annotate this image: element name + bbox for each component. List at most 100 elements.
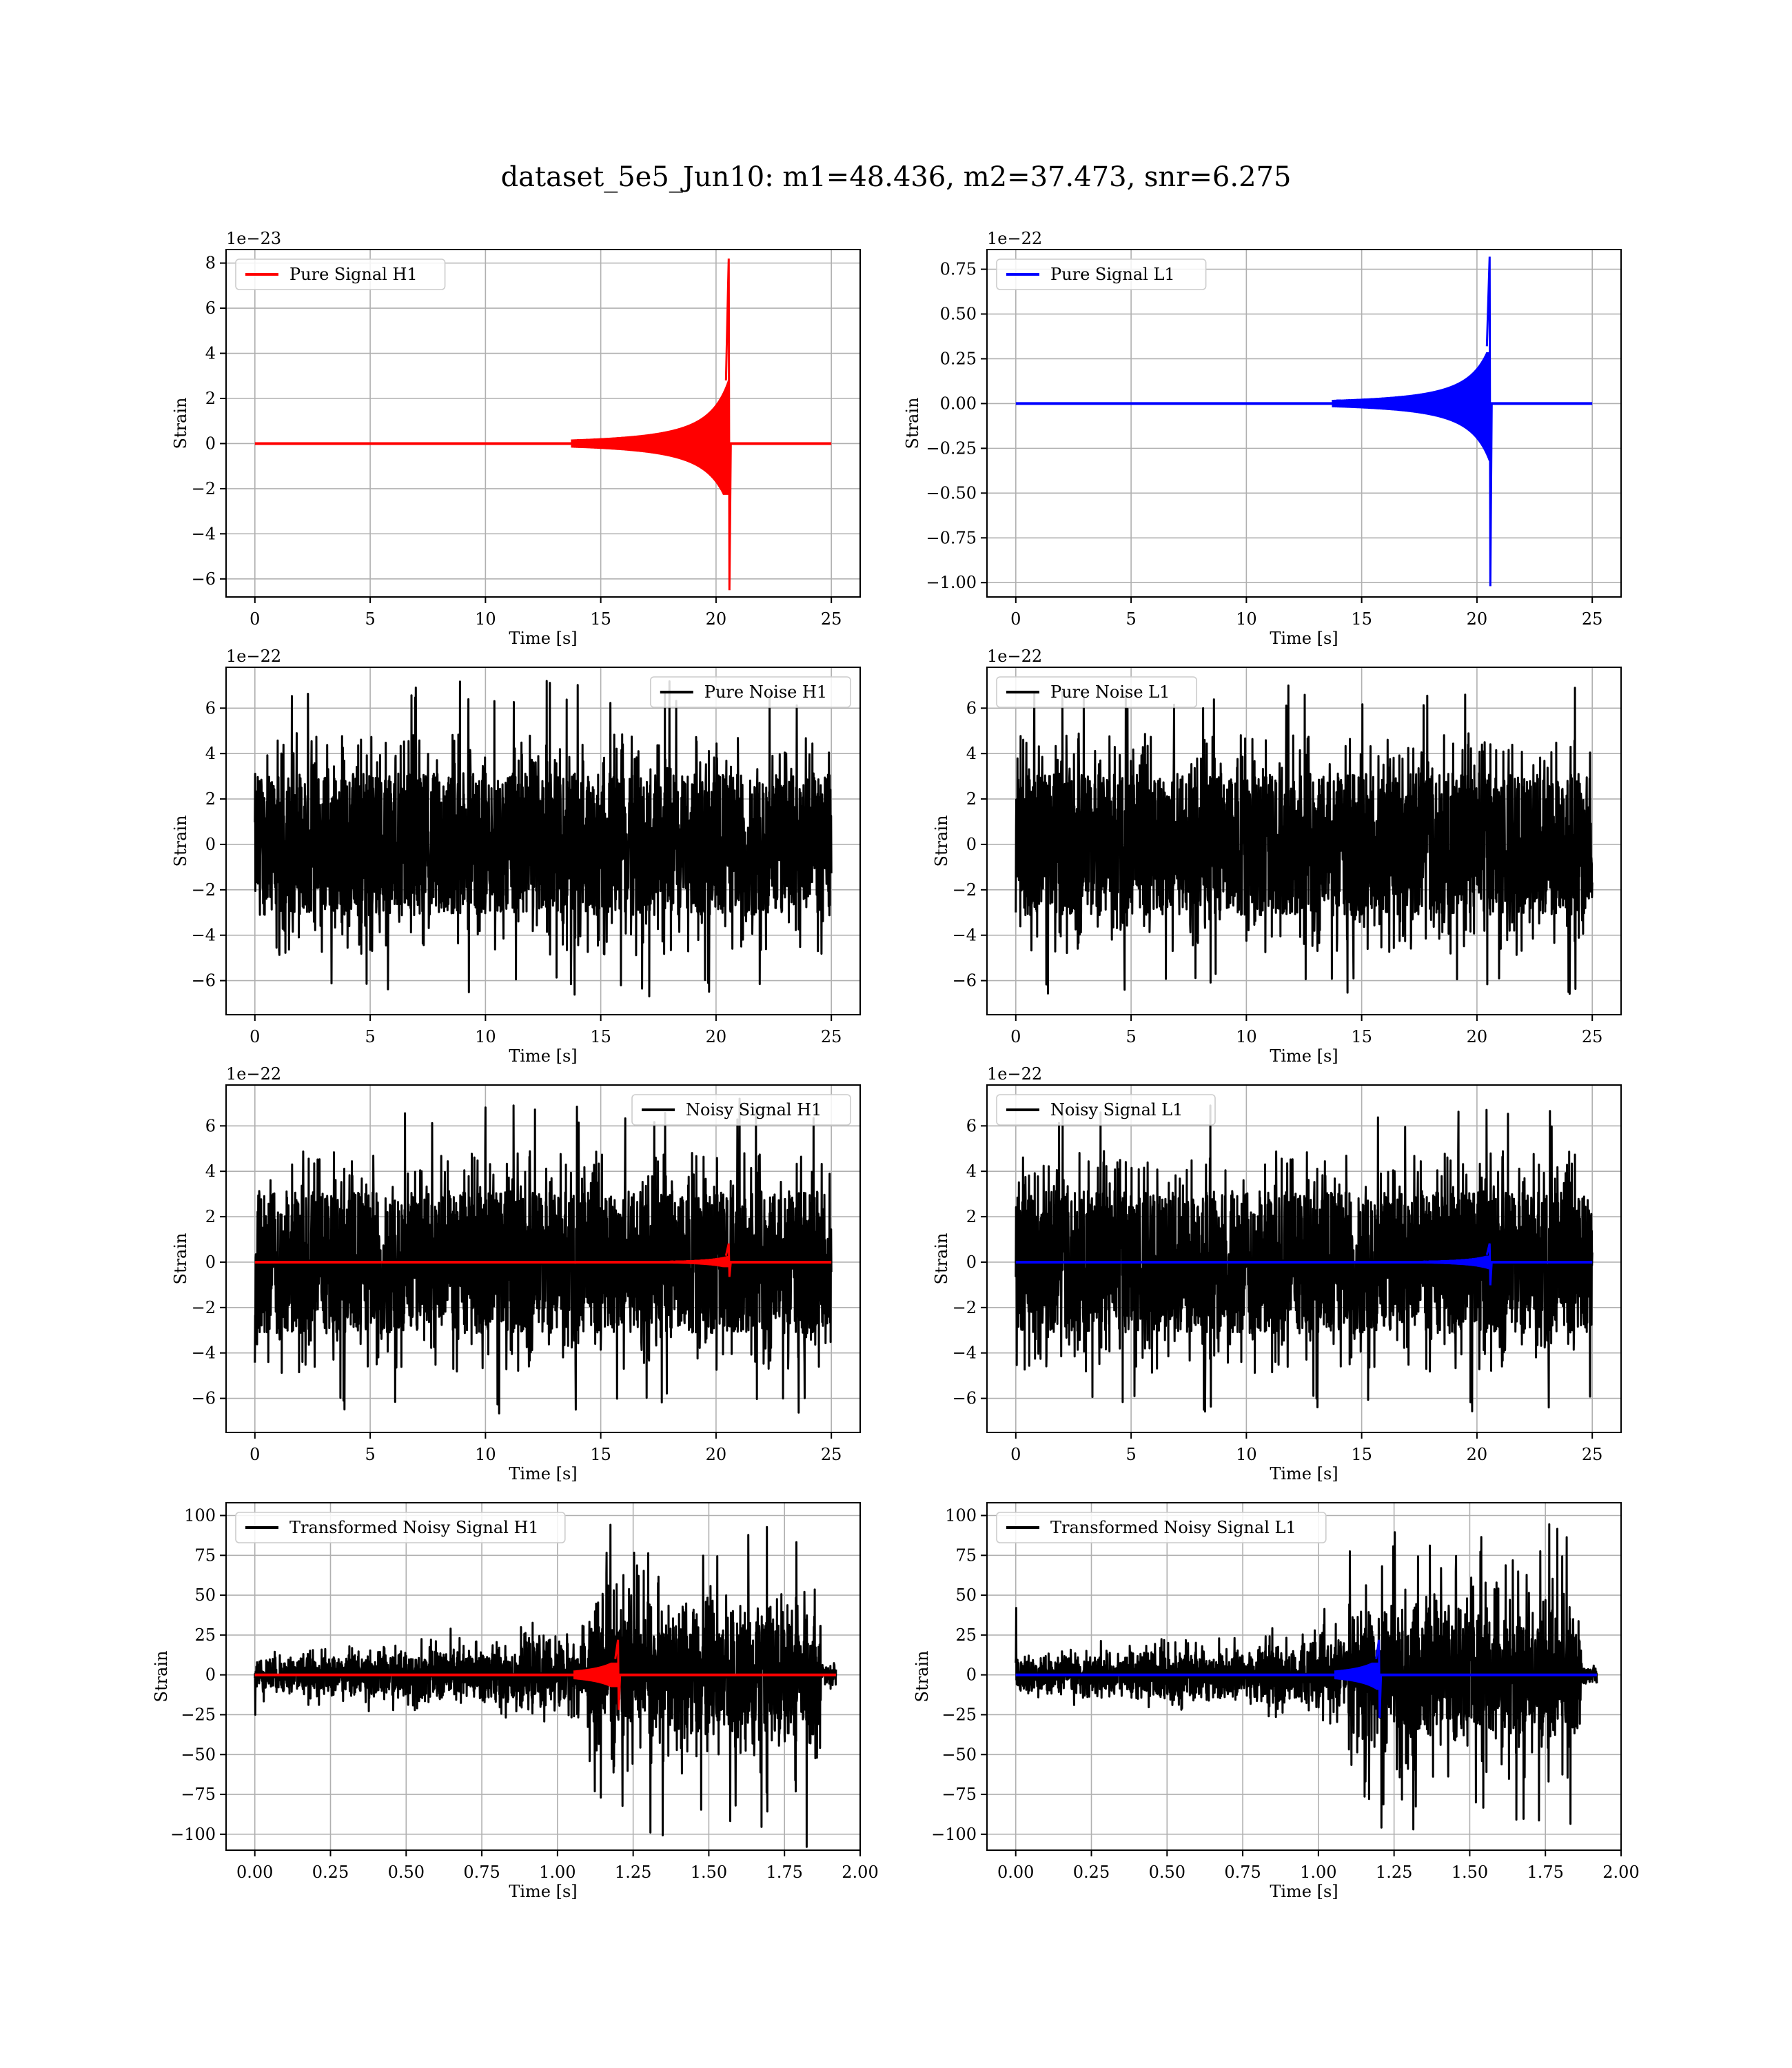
noise-trace — [254, 1097, 833, 1415]
x-tick-label: 0 — [1010, 1027, 1021, 1046]
x-tick-label: 25 — [821, 1445, 842, 1464]
y-tick-label: −75 — [181, 1785, 216, 1804]
series-1 — [254, 258, 832, 591]
x-tick-label: 15 — [590, 1445, 611, 1464]
x-tick-label: 0 — [1010, 609, 1021, 629]
y-tick-label: −100 — [170, 1825, 216, 1844]
y-tick-label: −2 — [192, 1298, 216, 1317]
chirp-trace — [571, 258, 732, 591]
panel-6: 0 5 10 15 20 25 −6 −4 −2 0 2 4 6 Time [s] Strain 1e−22 N… — [932, 1064, 1622, 1483]
legend-label: Transformed Noisy Signal L1 — [1050, 1518, 1296, 1537]
legend: Transformed Noisy Signal H1 — [235, 1512, 566, 1543]
grid — [226, 250, 860, 597]
y-tick-label: 6 — [205, 298, 216, 318]
y-tick-label: −6 — [953, 971, 977, 991]
y-tick-label: 2 — [966, 1207, 977, 1226]
y-axis-label: Strain — [903, 398, 922, 449]
panel-4: 0 5 10 15 20 25 −6 −4 −2 0 2 4 6 Time [s] Strain 1e−22 P… — [932, 647, 1622, 1066]
whitened-trace — [1015, 1523, 1598, 1831]
x-axis-label: Time [s] — [1270, 1464, 1338, 1483]
offset-label: 1e−22 — [987, 229, 1042, 248]
figure-suptitle: dataset_5e5_Jun10: m1=48.436, m2=37.473,… — [501, 161, 1292, 193]
offset-label: 1e−22 — [987, 647, 1042, 666]
x-axis-label: Time [s] — [509, 629, 577, 648]
series-2 — [1015, 1639, 1597, 1719]
y-tick-label: 6 — [205, 1116, 216, 1135]
legend-label: Pure Noise L1 — [1050, 682, 1170, 702]
chirp-trace — [573, 1639, 622, 1710]
y-tick-label: 0 — [205, 835, 216, 854]
offset-label: 1e−22 — [226, 647, 281, 666]
axes-frame — [986, 1084, 1622, 1433]
y-tick-label: −0.25 — [926, 438, 977, 458]
legend: Noisy Signal H1 — [631, 1094, 851, 1126]
y-tick-label: −0.50 — [926, 483, 977, 503]
legend-box — [631, 1094, 851, 1126]
y-tick-label: 0.75 — [940, 260, 977, 279]
x-axis-label: Time [s] — [509, 1046, 577, 1066]
y-tick-label: 4 — [205, 1162, 216, 1181]
series-1 — [254, 1523, 837, 1848]
y-tick-label: −75 — [941, 1785, 977, 1804]
legend-box — [996, 676, 1198, 708]
legend: Pure Noise L1 — [996, 676, 1198, 708]
x-tick-label: 25 — [1582, 1027, 1603, 1046]
x-tick-label: 0 — [250, 1445, 260, 1464]
y-tick-label: −4 — [192, 524, 216, 543]
y-tick-label: −4 — [192, 926, 216, 945]
y-tick-label: 75 — [955, 1545, 977, 1565]
chirp-trace — [571, 1243, 732, 1277]
legend-label: Pure Noise H1 — [704, 682, 827, 702]
series-1 — [1015, 256, 1593, 587]
y-tick-label: 4 — [966, 1162, 977, 1181]
legend: Pure Signal L1 — [996, 258, 1207, 290]
y-tick-label: −2 — [953, 880, 977, 900]
y-tick-label: 6 — [205, 698, 216, 718]
x-tick-label: 0.75 — [1224, 1863, 1261, 1882]
series-1 — [254, 1097, 833, 1415]
y-tick-label: 0 — [205, 1253, 216, 1272]
y-tick-label: −2 — [192, 880, 216, 900]
x-tick-label: 1.25 — [1376, 1863, 1412, 1882]
x-tick-label: 15 — [1351, 1445, 1372, 1464]
y-tick-label: 2 — [205, 789, 216, 809]
x-tick-label: 5 — [365, 1445, 375, 1464]
y-tick-label: 2 — [205, 389, 216, 408]
noise-trace — [254, 680, 833, 997]
series-1 — [1015, 1523, 1598, 1831]
offset-label: 1e−22 — [226, 1064, 281, 1084]
x-tick-label: 0 — [1010, 1445, 1021, 1464]
legend: Pure Signal H1 — [235, 258, 446, 290]
x-tick-label: 15 — [590, 609, 611, 629]
axes-frame — [986, 1502, 1622, 1851]
y-tick-label: 6 — [966, 1116, 977, 1135]
x-tick-label: 10 — [1236, 1027, 1257, 1046]
x-tick-label: 5 — [1126, 1027, 1136, 1046]
y-tick-label: −6 — [192, 971, 216, 991]
x-tick-label: 20 — [1467, 1027, 1488, 1046]
y-tick-label: 0 — [966, 835, 977, 854]
x-tick-label: 0 — [250, 609, 260, 629]
y-tick-label: −50 — [941, 1745, 977, 1764]
y-tick-label: 0 — [966, 1253, 977, 1272]
x-axis-label: Time [s] — [1270, 1882, 1338, 1901]
chirp-trace — [1334, 1639, 1383, 1719]
chirp-trace — [1332, 1243, 1493, 1286]
y-axis-label: Strain — [932, 815, 951, 867]
series-2 — [254, 1243, 832, 1277]
y-tick-label: 75 — [194, 1545, 216, 1565]
series-2 — [1015, 1243, 1593, 1286]
legend-box — [996, 258, 1207, 290]
y-tick-label: −6 — [953, 1389, 977, 1408]
legend: Pure Noise H1 — [649, 676, 851, 708]
x-tick-label: 0 — [250, 1027, 260, 1046]
x-tick-label: 5 — [1126, 609, 1136, 629]
y-tick-label: −0.75 — [926, 528, 977, 547]
x-axis-label: Time [s] — [509, 1464, 577, 1483]
axes-frame — [986, 249, 1622, 598]
x-axis-label: Time [s] — [1270, 629, 1338, 648]
axes-frame — [225, 249, 861, 598]
x-tick-label: 5 — [365, 1027, 375, 1046]
axes-frame — [225, 667, 861, 1015]
x-tick-label: 25 — [1582, 1445, 1603, 1464]
